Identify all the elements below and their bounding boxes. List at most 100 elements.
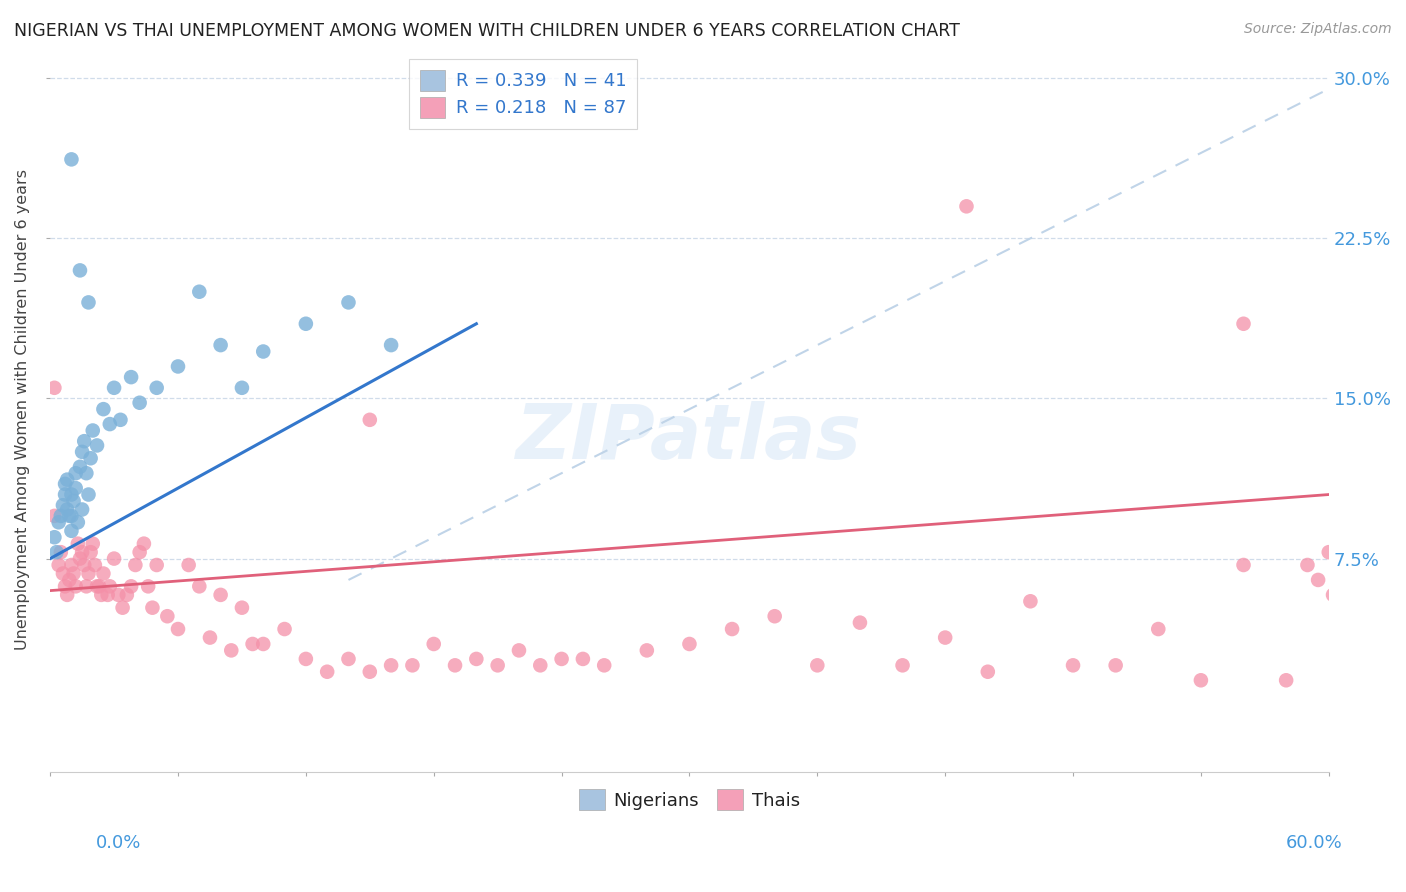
- Point: [219, 643, 242, 657]
- Legend: Nigerians, Thais: Nigerians, Thais: [572, 782, 807, 817]
- Point: [115, 588, 138, 602]
- Point: [75, 579, 97, 593]
- Point: [120, 370, 142, 384]
- Point: [70, 445, 93, 459]
- Point: [65, 466, 87, 480]
- Point: [1296, 558, 1319, 572]
- Point: [444, 658, 467, 673]
- Point: [107, 588, 129, 602]
- Point: [53, 476, 76, 491]
- Point: [1232, 317, 1254, 331]
- Point: [60, 508, 83, 523]
- Point: [66, 516, 89, 530]
- Point: [69, 459, 91, 474]
- Point: [110, 413, 132, 427]
- Point: [242, 637, 264, 651]
- Point: [58, 508, 80, 523]
- Point: [891, 658, 914, 673]
- Point: [231, 381, 253, 395]
- Point: [77, 566, 100, 581]
- Point: [65, 481, 87, 495]
- Point: [69, 551, 91, 566]
- Point: [1062, 658, 1084, 673]
- Point: [73, 558, 96, 572]
- Point: [678, 637, 700, 651]
- Point: [62, 494, 84, 508]
- Point: [53, 487, 76, 501]
- Point: [75, 466, 97, 480]
- Point: [48, 516, 70, 530]
- Point: [422, 637, 444, 651]
- Text: 0.0%: 0.0%: [96, 834, 141, 852]
- Point: [486, 658, 509, 673]
- Point: [316, 665, 339, 679]
- Point: [120, 579, 142, 593]
- Point: [295, 317, 318, 331]
- Point: [1322, 588, 1344, 602]
- Point: [1317, 545, 1340, 559]
- Point: [58, 573, 80, 587]
- Point: [977, 665, 1000, 679]
- Point: [86, 438, 108, 452]
- Point: [529, 658, 551, 673]
- Point: [1360, 665, 1382, 679]
- Point: [98, 579, 121, 593]
- Point: [231, 600, 253, 615]
- Point: [136, 579, 159, 593]
- Text: 60.0%: 60.0%: [1286, 834, 1343, 852]
- Point: [70, 545, 93, 559]
- Point: [141, 600, 163, 615]
- Text: Source: ZipAtlas.com: Source: ZipAtlas.com: [1244, 22, 1392, 37]
- Point: [1350, 631, 1372, 645]
- Point: [90, 588, 112, 602]
- Point: [77, 295, 100, 310]
- Point: [49, 545, 72, 559]
- Point: [636, 643, 658, 657]
- Point: [156, 609, 179, 624]
- Point: [145, 558, 167, 572]
- Point: [83, 558, 105, 572]
- Point: [66, 536, 89, 550]
- Point: [167, 359, 190, 374]
- Point: [337, 295, 360, 310]
- Point: [52, 498, 75, 512]
- Point: [124, 558, 146, 572]
- Point: [79, 451, 101, 466]
- Point: [1339, 609, 1361, 624]
- Point: [86, 579, 108, 593]
- Point: [60, 153, 83, 167]
- Point: [1104, 658, 1126, 673]
- Point: [60, 487, 83, 501]
- Point: [82, 424, 104, 438]
- Point: [806, 658, 828, 673]
- Point: [359, 413, 381, 427]
- Point: [44, 381, 66, 395]
- Point: [380, 658, 402, 673]
- Y-axis label: Unemployment Among Women with Children Under 6 years: Unemployment Among Women with Children U…: [15, 169, 30, 649]
- Point: [167, 622, 190, 636]
- Point: [1355, 652, 1378, 666]
- Point: [763, 609, 786, 624]
- Point: [79, 545, 101, 559]
- Point: [1275, 673, 1298, 688]
- Point: [1232, 558, 1254, 572]
- Point: [295, 652, 318, 666]
- Point: [65, 579, 87, 593]
- Point: [44, 508, 66, 523]
- Point: [593, 658, 616, 673]
- Point: [1147, 622, 1170, 636]
- Point: [1306, 573, 1329, 587]
- Text: NIGERIAN VS THAI UNEMPLOYMENT AMONG WOMEN WITH CHILDREN UNDER 6 YEARS CORRELATIO: NIGERIAN VS THAI UNEMPLOYMENT AMONG WOME…: [14, 22, 960, 40]
- Point: [849, 615, 872, 630]
- Point: [89, 579, 111, 593]
- Point: [56, 588, 79, 602]
- Point: [198, 631, 221, 645]
- Point: [103, 381, 125, 395]
- Point: [132, 536, 155, 550]
- Point: [1019, 594, 1042, 608]
- Point: [380, 338, 402, 352]
- Point: [1329, 600, 1351, 615]
- Point: [188, 285, 211, 299]
- Point: [1189, 673, 1212, 688]
- Point: [103, 551, 125, 566]
